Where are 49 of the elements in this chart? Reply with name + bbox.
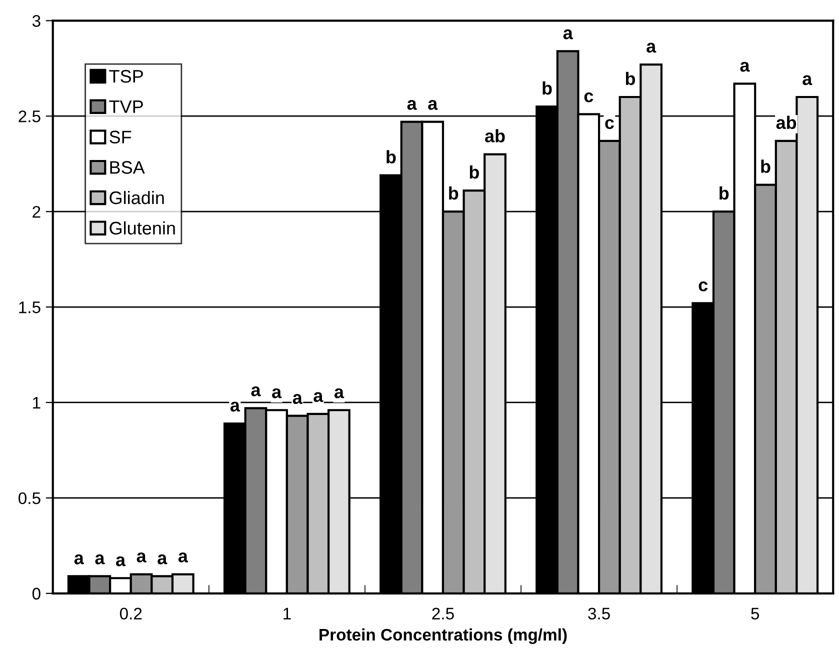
y-tick-label: 1.5 <box>19 302 40 314</box>
data-label: ab <box>776 116 796 130</box>
data-label: a <box>334 388 344 398</box>
y-tick-label: 0 <box>32 588 40 600</box>
legend-label: TSP <box>109 70 143 83</box>
legend-label: Glutenin <box>110 221 175 235</box>
x-tick-label: 0.2 <box>120 608 142 620</box>
data-label: a <box>74 554 84 564</box>
data-label: a <box>158 554 168 564</box>
data-label: a <box>272 388 282 398</box>
data-label: b <box>470 165 479 179</box>
legend-label: BSA <box>110 161 145 174</box>
data-label: b <box>542 81 552 95</box>
data-label: a <box>116 556 126 566</box>
y-tick-label: 2.5 <box>18 110 40 122</box>
data-label: a <box>646 42 656 53</box>
y-tick-label: 2 <box>32 206 40 218</box>
x-tick-label: 3.5 <box>588 608 610 620</box>
data-label: ab <box>485 129 505 142</box>
data-label: a <box>251 386 261 396</box>
data-label: a <box>563 29 573 40</box>
data-label: a <box>802 75 812 86</box>
data-label: a <box>292 394 302 404</box>
legend-label: Gliadin <box>110 190 164 204</box>
legend-label: TVP <box>109 100 143 113</box>
y-tick-label: 0.5 <box>18 492 40 504</box>
legend-label: SF <box>110 130 132 144</box>
x-tick-label: 5 <box>751 608 760 620</box>
data-label: a <box>178 552 188 562</box>
data-label: b <box>386 150 396 164</box>
data-label: a <box>136 552 146 562</box>
data-label: a <box>428 100 438 110</box>
data-label: a <box>95 554 105 564</box>
data-label: a <box>230 402 240 412</box>
data-label: c <box>584 92 594 102</box>
y-tick-label: 3 <box>32 15 40 27</box>
x-axis-title: Protein Concentrations (mg/ml) <box>320 628 567 644</box>
x-tick-label: 1 <box>284 608 291 620</box>
data-label: a <box>740 62 750 72</box>
x-tick-label: 2.5 <box>432 608 454 620</box>
data-label: b <box>720 186 729 200</box>
data-label: a <box>314 392 324 402</box>
data-label: c <box>605 119 614 130</box>
data-label: a <box>407 100 417 110</box>
data-label: b <box>761 160 770 173</box>
data-label: c <box>698 281 708 292</box>
data-label: b <box>626 72 636 86</box>
data-label: b <box>449 186 458 200</box>
y-tick-label: 1 <box>33 397 40 409</box>
